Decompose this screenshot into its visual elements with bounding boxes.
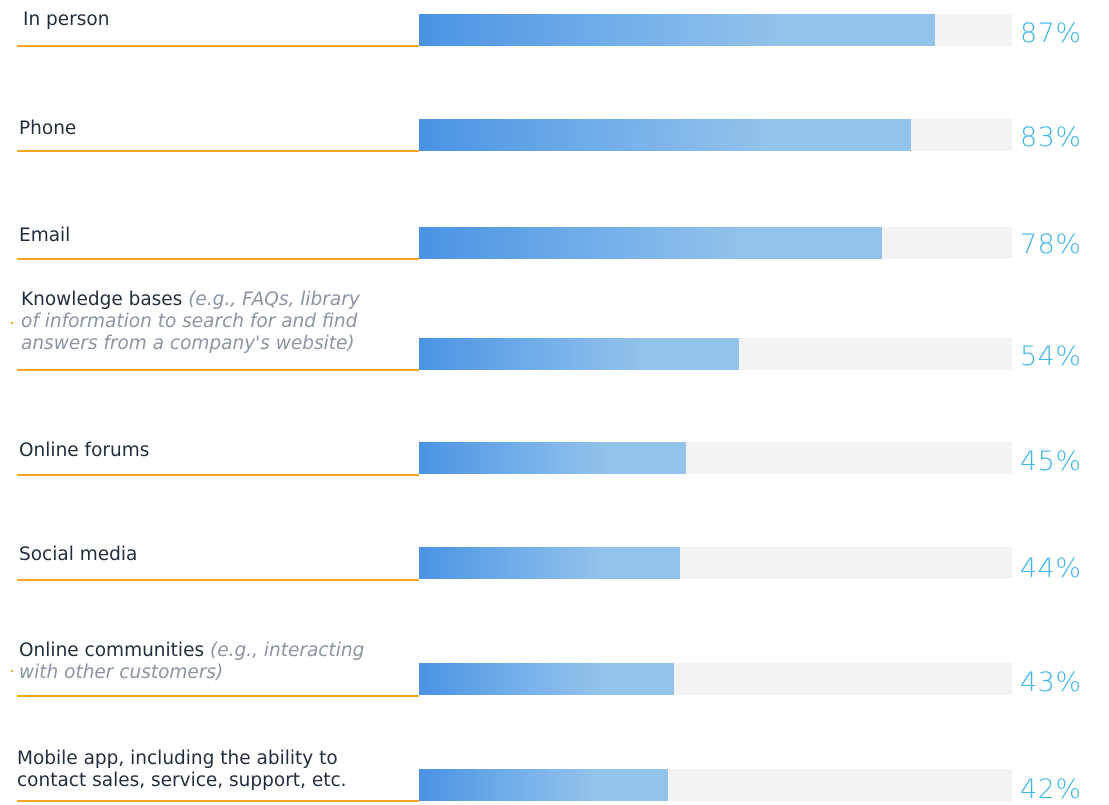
- label-underline: [17, 150, 419, 152]
- bar-track: [419, 227, 1012, 259]
- category-label-main: Online forums: [19, 440, 150, 461]
- data-label: 83%: [1020, 122, 1082, 153]
- category-label: Online communities (e.g., interacting wi…: [19, 640, 384, 684]
- category-label: Knowledge bases (e.g., FAQs, library of …: [21, 289, 381, 355]
- bar: [419, 769, 668, 801]
- bar: [419, 119, 911, 151]
- data-label: 42%: [1020, 774, 1082, 805]
- category-label-main: Email: [19, 225, 71, 246]
- category-label-main: Phone: [19, 118, 77, 139]
- bar: [419, 547, 680, 579]
- category-label-main: Knowledge bases: [21, 289, 189, 310]
- category-label: Online forums: [19, 440, 379, 462]
- category-label-main: Online communities: [19, 640, 210, 661]
- category-label: Email: [19, 225, 379, 247]
- bar: [419, 227, 882, 259]
- bar-track: [419, 769, 1012, 801]
- bar-track: [419, 663, 1012, 695]
- label-underline: [17, 258, 419, 260]
- category-label: Phone: [19, 118, 379, 140]
- label-underline: [17, 45, 419, 47]
- category-label-main: Mobile app, including the ability to con…: [17, 748, 347, 791]
- data-label: 45%: [1020, 446, 1082, 477]
- bar: [419, 442, 686, 474]
- label-underline: [17, 800, 419, 802]
- label-underline: [17, 474, 419, 476]
- label-underline: [17, 369, 419, 371]
- label-tick-mark: [11, 670, 13, 672]
- data-label: 54%: [1020, 341, 1082, 372]
- data-label: 87%: [1020, 18, 1082, 49]
- category-label-main: In person: [23, 9, 110, 30]
- data-label: 43%: [1020, 667, 1082, 698]
- bar-track: [419, 442, 1012, 474]
- category-label: In person: [23, 9, 383, 31]
- bar-track: [419, 14, 1012, 46]
- label-tick-mark: [11, 322, 13, 324]
- category-label: Mobile app, including the ability to con…: [17, 748, 362, 792]
- bar-track: [419, 119, 1012, 151]
- label-underline: [17, 579, 419, 581]
- category-label: Social media: [19, 544, 379, 566]
- category-label-note: (e.g., FAQs, library of information to s…: [21, 289, 360, 354]
- bar-track: [419, 547, 1012, 579]
- bar: [419, 14, 935, 46]
- label-underline: [17, 695, 419, 697]
- category-label-note: (e.g., interacting with other customers): [19, 640, 365, 683]
- category-label-main: Social media: [19, 544, 138, 565]
- data-label: 44%: [1020, 553, 1082, 584]
- bar: [419, 663, 674, 695]
- data-label: 78%: [1020, 229, 1082, 260]
- bar-track: [419, 338, 1012, 370]
- bar: [419, 338, 739, 370]
